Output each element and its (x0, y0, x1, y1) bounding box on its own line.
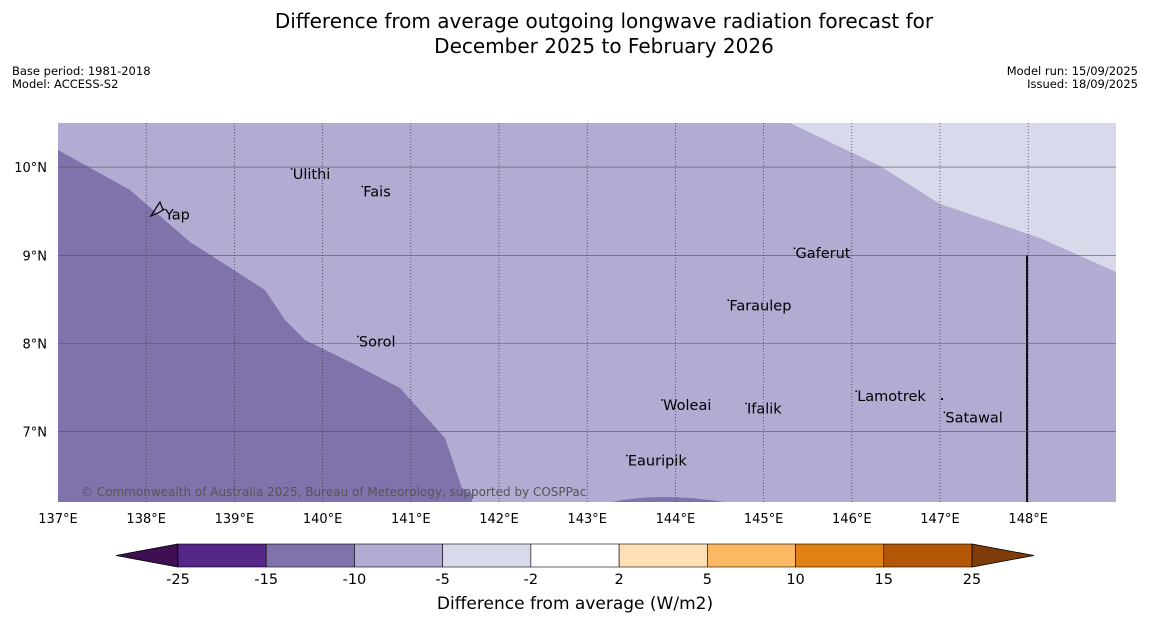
yap-island-outline (149, 200, 164, 218)
colorbar-tick-label: 25 (963, 572, 981, 588)
place-label-faraulep: Faraulep (729, 298, 791, 314)
longitude-tick-label: 139°E (215, 512, 255, 527)
colorbar-segment (265, 543, 355, 568)
colorbar-high-extend (971, 543, 1035, 568)
longitude-tick-label: 142°E (479, 512, 519, 527)
longitude-ticks: 137°E 138°E 139°E 140°E 141°E 142°E 143°E 144°E… (38, 512, 1048, 527)
colorbar-segment (530, 543, 620, 568)
place-label-woleai: Woleai (663, 398, 711, 414)
place-label-lamotrek: Lamotrek (857, 389, 926, 405)
place-marker (361, 185, 364, 188)
latitude-tick-label: 8°N (23, 338, 48, 353)
place-label-ifalik: Ifalik (747, 401, 782, 417)
colorbar-segment (354, 543, 443, 568)
latitude-tick-label: 10°N (14, 161, 47, 176)
colorbar-segment (707, 543, 796, 568)
place-marker (162, 208, 165, 211)
colorbar-tick-label: 2 (614, 572, 623, 588)
colorbar-label: Difference from average (W/m2) (436, 594, 714, 614)
place-marker (625, 454, 628, 457)
colorbar-tick-label: -25 (166, 572, 190, 588)
colorbar-tick-label: -2 (524, 572, 538, 588)
field-below-minus10 (58, 150, 472, 502)
longitude-tick-label: 147°E (920, 512, 960, 527)
latitude-tick-label: 7°N (23, 426, 48, 441)
colorbar-segment (177, 543, 267, 568)
title-line-2: December 2025 to February 2026 (434, 34, 774, 58)
longitude-tick-label: 137°E (38, 512, 78, 527)
meta-right: Model run: 15/09/2025 Issued: 18/09/2025 (1007, 65, 1138, 91)
colorbar-tick-label: 5 (703, 572, 712, 588)
colorbar-segment (618, 543, 708, 568)
place-marker (356, 335, 359, 338)
place-label-ulithi: Ulithi (293, 167, 331, 183)
colorbar-segment (883, 543, 973, 568)
field-minus5-minus2 (790, 123, 1116, 272)
longitude-tick-label: 146°E (832, 512, 872, 527)
place-label-eauripik: Eauripik (628, 454, 687, 470)
place-marker (855, 390, 858, 393)
chart-title: Difference from average outgoing longwav… (0, 9, 1150, 59)
longitude-tick-label: 141°E (391, 512, 431, 527)
longitude-tick-label: 145°E (744, 512, 784, 527)
place-label-yap: Yap (164, 207, 190, 223)
issued-date: Issued: 18/09/2025 (1027, 77, 1138, 91)
place-label-sorol: Sorol (359, 334, 396, 350)
longitude-tick-label: 148°E (1008, 512, 1048, 527)
latitude-tick-label: 9°N (23, 249, 48, 264)
title-line-1: Difference from average outgoing longwav… (274, 9, 934, 33)
colorbar-tick-label: -5 (435, 572, 449, 588)
place-marker (727, 299, 730, 302)
graticule (58, 123, 1116, 502)
latitude-ticks: 10°N 9°N 8°N 7°N (14, 161, 47, 441)
place-marker (793, 247, 796, 250)
model-name: Model: ACCESS-S2 (12, 77, 119, 91)
longitude-tick-label: 138°E (126, 512, 166, 527)
colorbar-tick-label: 15 (875, 572, 893, 588)
colorbar-tick-label: -15 (254, 572, 278, 588)
colorbar-segment (795, 543, 885, 568)
colorbar-low-extend (115, 543, 179, 568)
copyright-notice: © Commonwealth of Australia 2025, Bureau… (81, 485, 586, 499)
place-label-gaferut: Gaferut (795, 246, 850, 262)
place-label-satawal: Satawal (945, 410, 1002, 426)
place-marker (290, 167, 293, 170)
longitude-tick-label: 144°E (656, 512, 696, 527)
base-period: Base period: 1981-2018 (12, 64, 151, 78)
place-label-fais: Fais (363, 185, 390, 201)
colorbar-segment (442, 543, 532, 568)
colorbar-tick-label: 10 (786, 572, 804, 588)
model-run: Model run: 15/09/2025 (1006, 64, 1138, 78)
place-marker (943, 411, 946, 414)
meta-left: Base period: 1981-2018 Model: ACCESS-S2 (12, 65, 151, 91)
colorbar-tick-label: -10 (343, 572, 367, 588)
colorbar: -25 -15 -10 -5 -2 2 5 10 15 25 (115, 543, 1035, 588)
longitude-tick-label: 140°E (303, 512, 343, 527)
place-marker (661, 399, 664, 401)
islet-marker (940, 397, 944, 401)
place-labels: Yap Ulithi Fais Gaferut Faraulep Sorol Woleai I… (162, 167, 1003, 470)
field-below-minus10-patch (612, 497, 724, 502)
place-marker (745, 402, 747, 405)
longitude-tick-label: 143°E (567, 512, 607, 527)
